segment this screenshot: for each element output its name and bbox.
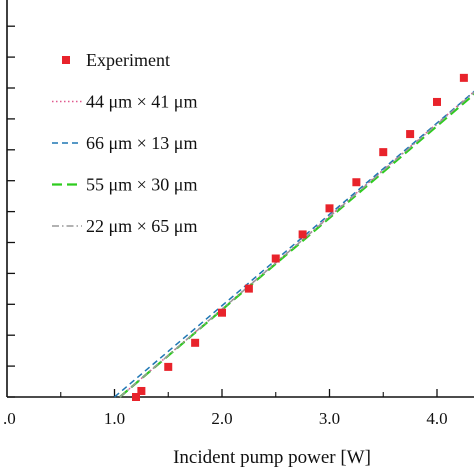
legend-label: Experiment [86, 50, 170, 70]
legend: Experiment 44 μm × 41 μm 66 μm × 13 μm 55 μ… [52, 50, 197, 236]
axes: .0 1.0 2.0 3.0 4.0 [3, 0, 474, 428]
data-point [271, 254, 280, 263]
data-point [132, 393, 140, 401]
series-line [114, 90, 474, 398]
data-point [244, 284, 253, 293]
data-point [298, 230, 307, 239]
data-point [164, 362, 173, 371]
data-point [379, 148, 388, 157]
data-point [191, 338, 200, 347]
x-axis-label: Incident pump power [W] [173, 447, 371, 468]
legend-label: 66 μm × 13 μm [86, 133, 197, 153]
data-point [325, 204, 334, 213]
data-point [352, 178, 361, 187]
legend-label: 55 μm × 30 μm [86, 175, 197, 195]
data-point [406, 130, 415, 139]
legend-label: 44 μm × 41 μm [86, 92, 197, 112]
x-tick-label: 4.0 [426, 409, 447, 428]
x-tick-label: 1.0 [104, 409, 125, 428]
legend-marker [62, 56, 70, 64]
x-tick-label: 2.0 [211, 409, 232, 428]
legend-label: 22 μm × 65 μm [86, 216, 197, 236]
data-point [433, 97, 441, 106]
data-point [137, 386, 146, 395]
data-point [218, 308, 226, 317]
series-line [119, 91, 474, 398]
series-layer [114, 73, 474, 401]
x-tick-label: .0 [3, 409, 16, 428]
x-tick-label: 3.0 [319, 409, 340, 428]
data-point [459, 73, 468, 82]
